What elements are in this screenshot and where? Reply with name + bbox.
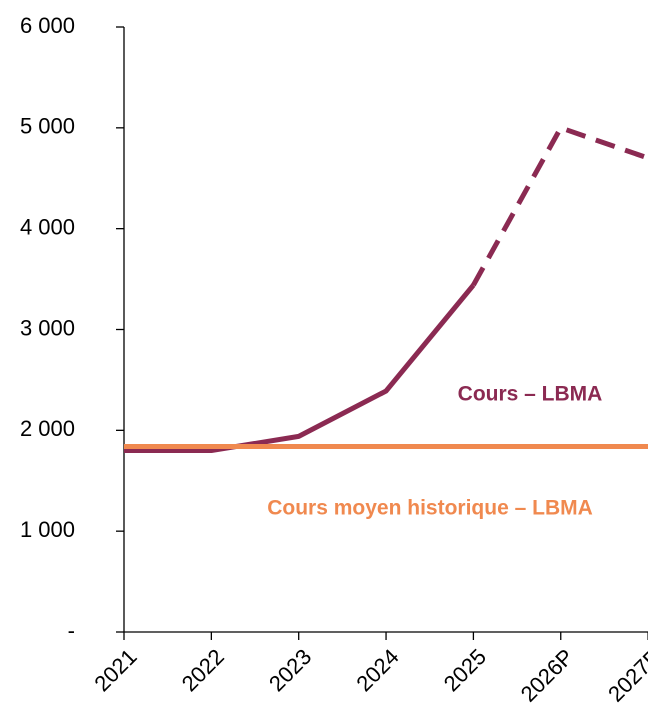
x-tick-label: 2022	[177, 644, 229, 696]
y-tick-label: 3 000	[20, 315, 75, 340]
series-label: Cours – LBMA	[458, 383, 603, 406]
x-tick-label: 2026P	[516, 644, 579, 707]
x-tick-label: 2024	[351, 644, 403, 696]
x-tick-label: 2027P	[603, 644, 648, 707]
y-tick-label: 1 000	[20, 517, 75, 542]
y-tick-label: 5 000	[20, 114, 75, 139]
x-tick-label: 2025	[439, 644, 491, 696]
y-tick-label: -	[68, 618, 75, 643]
series-label: Cours moyen historique – LBMA	[267, 497, 593, 520]
series-line	[124, 283, 476, 453]
y-tick-label: 6 000	[20, 13, 75, 38]
x-tick-label: 2023	[264, 644, 316, 696]
y-tick-label: 4 000	[20, 214, 75, 239]
y-tick-label: 2 000	[20, 416, 75, 441]
x-tick-label: 2021	[89, 644, 141, 696]
forecast-line	[471, 125, 648, 287]
